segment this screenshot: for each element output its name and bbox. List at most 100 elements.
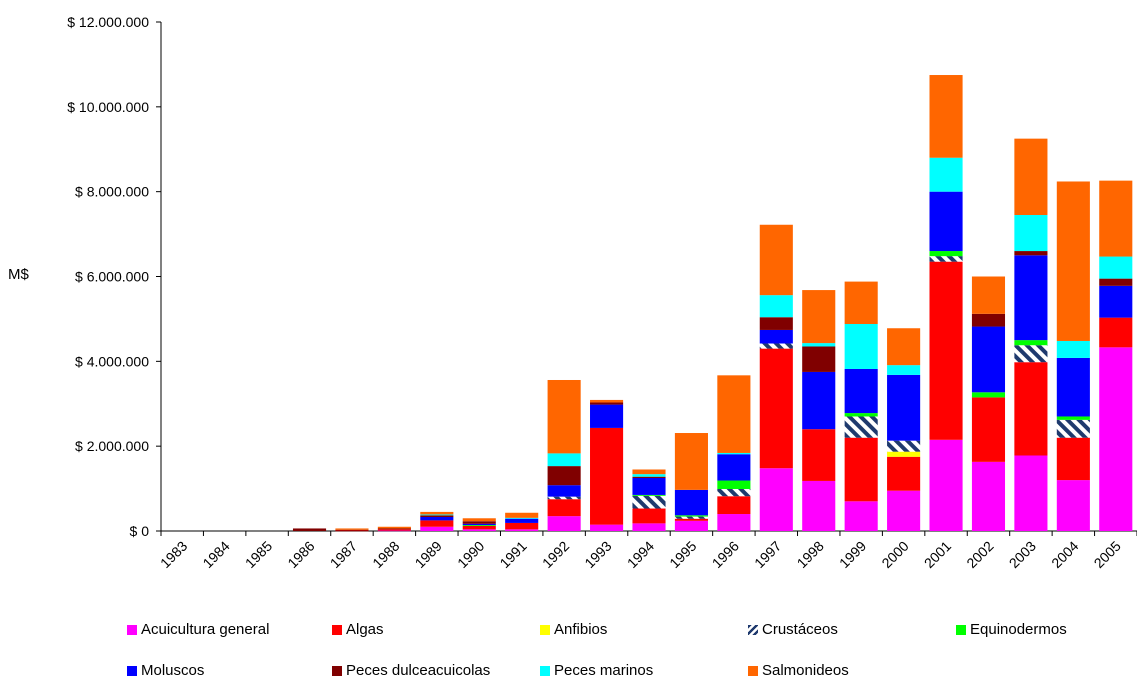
bar-segment [717, 480, 751, 490]
bar-segment [547, 466, 581, 486]
x-tick-label: 1994 [624, 538, 657, 571]
bar-segment [887, 374, 921, 441]
bar-segment [632, 523, 666, 531]
bar-segment [420, 517, 454, 521]
x-tick-label: 1991 [496, 538, 529, 571]
bar-segment [802, 371, 836, 430]
bar-segment [674, 489, 708, 516]
bar-segment [887, 451, 921, 457]
x-tick-label: 1999 [836, 538, 869, 571]
x-tick-label: 1990 [454, 538, 487, 571]
bar-segment [759, 329, 793, 344]
bar-segment [717, 375, 751, 453]
bar-segment [632, 476, 666, 478]
bar-segment [844, 501, 878, 531]
bar-segment [590, 404, 624, 428]
bar-segment [887, 456, 921, 491]
y-tick-label: $ 0 [130, 523, 150, 539]
y-tick-label: $ 4.000.000 [75, 353, 149, 369]
bar-segment [674, 433, 708, 490]
bar-segment [1056, 181, 1090, 341]
bar-segment [505, 512, 539, 518]
bar-segment [887, 328, 921, 366]
y-tick-label: $ 10.000.000 [67, 99, 149, 115]
bar-segment [1014, 362, 1048, 456]
x-tick-label: 1985 [242, 538, 275, 571]
bar-segment [335, 530, 369, 532]
bar-segment [844, 368, 878, 414]
bar-segment [1099, 317, 1133, 348]
bar-segment [1099, 256, 1133, 279]
x-tick-label: 2001 [921, 538, 954, 571]
bar-segment [929, 251, 963, 257]
bar-segment [971, 276, 1006, 314]
bar-segment [377, 530, 411, 532]
bar-segment [844, 324, 878, 369]
bar-segment [420, 514, 454, 516]
x-tick-label: 2004 [1048, 538, 1081, 571]
bar-segment [674, 520, 708, 531]
x-tick-label: 1983 [157, 538, 190, 571]
bar-segment [377, 529, 411, 531]
bar-segment [802, 346, 836, 372]
bar-segment [420, 520, 454, 527]
bar-segment [759, 348, 793, 469]
bar-segment [420, 515, 454, 518]
bar-segment [759, 224, 793, 296]
bar-segment [1099, 180, 1133, 257]
bar-segment [547, 496, 581, 500]
bar-segment [929, 261, 963, 440]
bar-segment [717, 489, 751, 497]
bar-segment [632, 508, 666, 524]
bar-segment [1014, 455, 1048, 531]
bar-segment [335, 529, 369, 531]
bar-segment [1056, 416, 1090, 420]
bar-segment [505, 529, 539, 531]
bar-segment [674, 516, 708, 519]
bar-segment [462, 525, 496, 526]
bar-segment [632, 495, 666, 509]
bar-segment [1056, 340, 1090, 358]
bar-segment [971, 326, 1006, 393]
bar-segment [1014, 214, 1048, 252]
y-tick-label: $ 2.000.000 [75, 438, 149, 454]
bar-segment [632, 477, 666, 495]
bar-segment [1056, 357, 1090, 417]
bar-segment [1099, 278, 1133, 286]
bar-segment [547, 453, 581, 467]
bar-segment [377, 528, 411, 530]
bar-segment [971, 313, 1006, 327]
bar-segment [632, 474, 666, 477]
bar-segment [674, 515, 708, 517]
y-tick-label: $ 6.000.000 [75, 269, 149, 285]
bar-segment [1056, 437, 1090, 481]
bar-segment [929, 191, 963, 252]
bar-segment [971, 461, 1006, 531]
bar-segment [462, 529, 496, 531]
bar-segment [590, 524, 624, 531]
bar-segment [929, 256, 963, 262]
bar-segment [1056, 480, 1090, 531]
bar-segment [505, 518, 539, 523]
bar-segment [717, 452, 751, 455]
x-tick-label: 2005 [1091, 538, 1124, 571]
bar-segment [505, 522, 539, 530]
x-tick-label: 2003 [1006, 538, 1039, 571]
bar-segment [590, 402, 624, 405]
bar-segment [887, 440, 921, 452]
bar-segment [590, 399, 624, 403]
bar-segment [802, 290, 836, 344]
bar-segment [674, 518, 708, 521]
bar-segment [547, 379, 581, 454]
bar-segment [802, 429, 836, 481]
bar-segment [420, 526, 454, 531]
bar-segment [632, 494, 666, 496]
bar-segment [717, 514, 751, 531]
bar-segment [887, 490, 921, 531]
bar-segment [1014, 345, 1048, 363]
bar-segment [1014, 138, 1048, 215]
bar-segment [717, 454, 751, 481]
x-tick-label: 2000 [878, 538, 911, 571]
bar-segment [462, 518, 496, 522]
